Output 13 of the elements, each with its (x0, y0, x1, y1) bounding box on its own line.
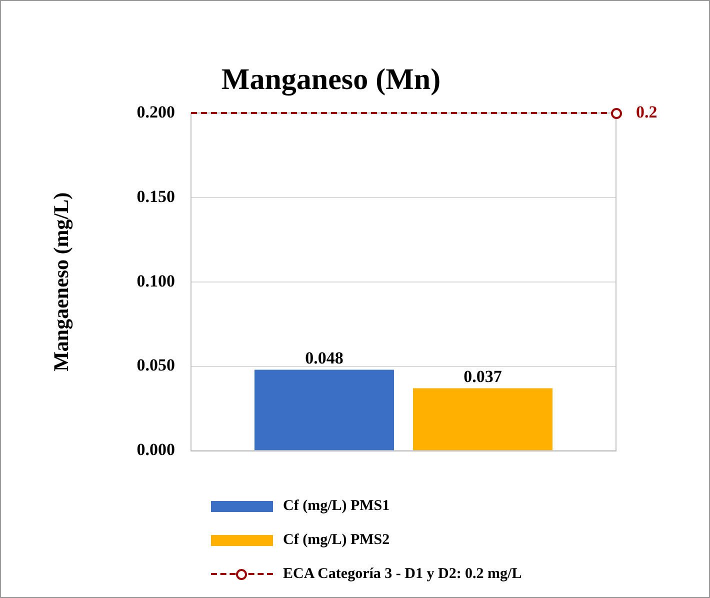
legend-label: Cf (mg/L) PMS1 (283, 498, 390, 514)
text: 0.2 (636, 102, 658, 122)
y-tick-label: 0.150 (136, 186, 175, 206)
y-tick-label: 0.050 (136, 356, 175, 375)
y-tick-label: 0.000 (136, 440, 175, 460)
data-label: 0.037 (464, 367, 502, 386)
legend-label: Cf (mg/L) PMS2 (283, 532, 390, 548)
legend-label: ECA Categoría 3 - D1 y D2: 0.2 mg/L (283, 566, 522, 582)
chart-title: Manganeso (Mn) (221, 62, 441, 96)
y-tick-label: 0.200 (136, 102, 175, 122)
data-label: 0.048 (305, 348, 344, 368)
y-axis-title: Mangaeneso (mg/L) (49, 192, 74, 372)
y-tick-label: 0.100 (136, 271, 175, 290)
